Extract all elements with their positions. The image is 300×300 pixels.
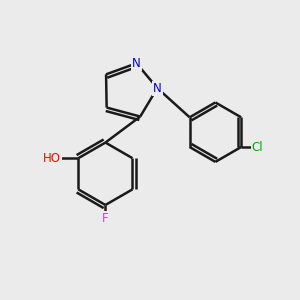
Text: Cl: Cl — [252, 140, 263, 154]
Text: HO: HO — [43, 152, 61, 165]
Text: N: N — [132, 57, 141, 70]
Text: F: F — [102, 212, 109, 225]
Text: N: N — [153, 82, 162, 94]
